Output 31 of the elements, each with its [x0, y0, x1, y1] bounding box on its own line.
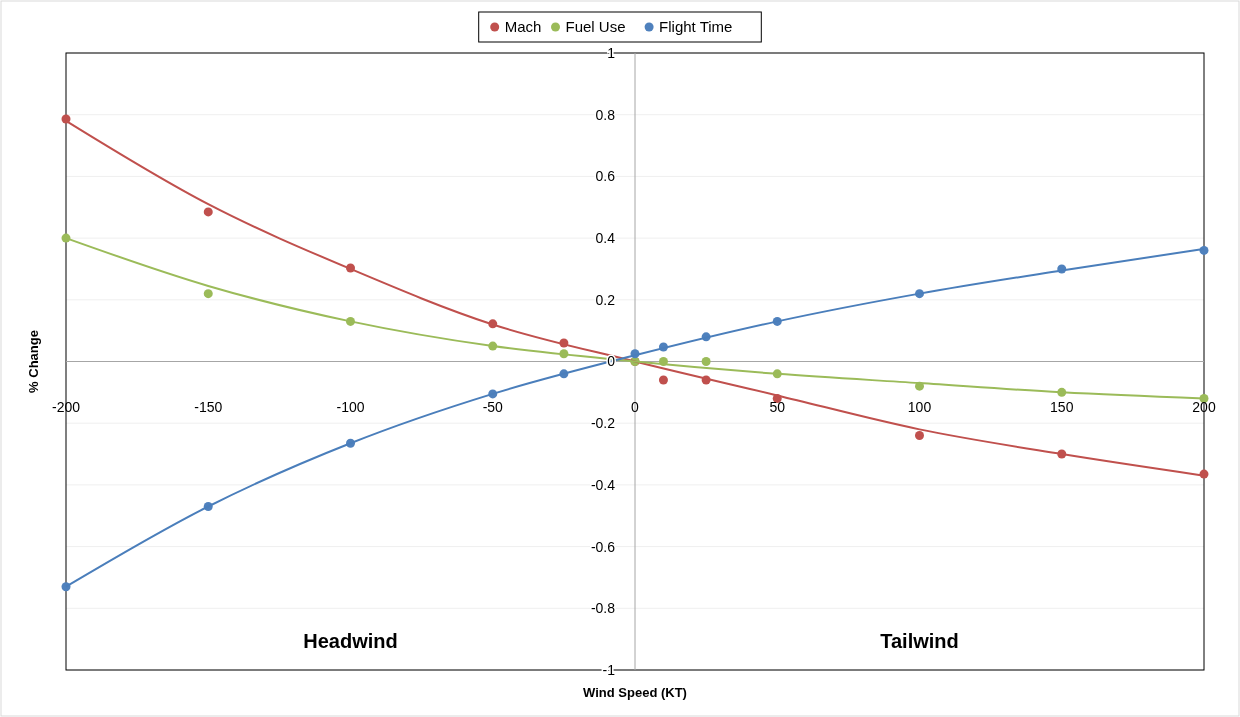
x-tick-label: -150 [194, 398, 223, 415]
x-tick-label: 100 [907, 398, 932, 415]
y-tick-label: -0.8 [590, 600, 616, 617]
x-tick-label: -50 [482, 398, 504, 415]
y-tick-label: 1 [607, 44, 616, 61]
x-tick-label: 200 [1192, 398, 1216, 415]
legend-label: Flight Time [659, 18, 733, 36]
y-tick-label: -0.2 [590, 415, 616, 432]
x-tick-label: -100 [336, 398, 365, 415]
y-axis-title: % Change [26, 330, 41, 393]
y-tick-label: 0.4 [595, 230, 616, 246]
annotation: Tailwind [880, 630, 959, 652]
y-tick-label: 0.8 [595, 106, 616, 123]
legend-label: Fuel Use [565, 18, 626, 36]
legend-label: Mach [504, 18, 542, 36]
point [701, 357, 711, 366]
x-tick-label: -200 [51, 398, 81, 415]
point [915, 431, 924, 441]
annotation: Headwind [303, 630, 398, 652]
y-tick-label: 0.6 [595, 168, 616, 185]
x-tick-label: 50 [769, 398, 786, 415]
y-tick-label: -1 [602, 661, 616, 678]
x-tick-label: 0 [631, 398, 640, 415]
point [203, 289, 213, 299]
point [203, 207, 213, 217]
x-tick-label: 150 [1050, 398, 1074, 415]
x-axis-title: Wind Speed (KT) [583, 685, 687, 700]
point [658, 375, 668, 385]
y-tick-label: -0.4 [590, 476, 616, 493]
y-tick-label: -0.6 [590, 538, 616, 555]
y-tick-label: 0.2 [595, 291, 616, 308]
